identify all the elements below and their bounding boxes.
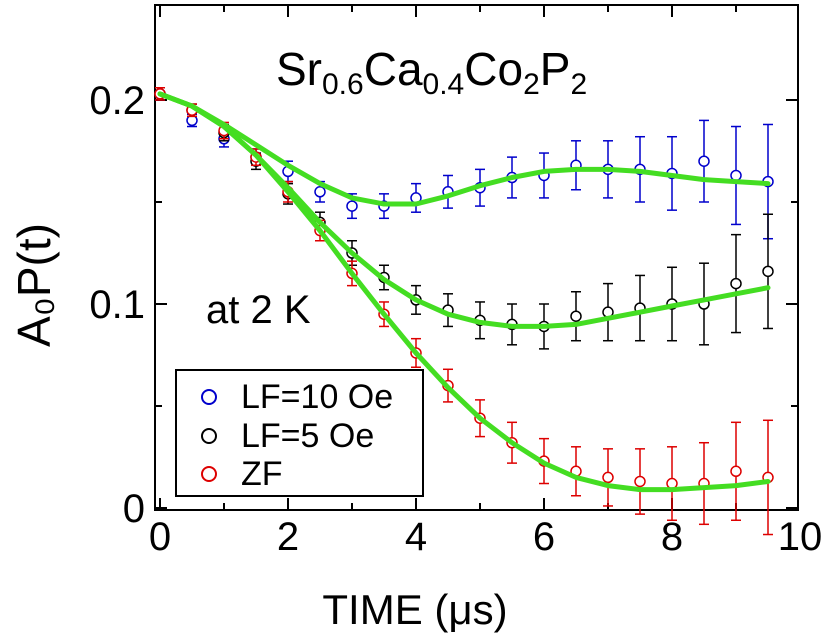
- chart-title: Sr0.6Ca0.4Co2P2: [276, 43, 588, 101]
- x-tick-label: 8: [661, 515, 683, 559]
- x-tick-label: 10: [778, 515, 823, 559]
- x-tick-label: 2: [277, 515, 299, 559]
- temperature-annotation: at 2 K: [206, 288, 311, 332]
- fit-curve-0: [157, 91, 771, 207]
- data-point: [634, 475, 646, 488]
- legend-label-lf10: LF=10 Oe: [241, 377, 394, 416]
- x-tick-label: 0: [149, 515, 171, 559]
- data-point: [314, 186, 326, 198]
- y-axis-label: A₀P(t): [8, 223, 60, 347]
- x-axis-label: TIME (μs): [322, 586, 508, 633]
- legend-marker-zf: [201, 466, 217, 482]
- plot-frame: [154, 4, 799, 511]
- legend-marker-lf5: [201, 428, 217, 444]
- legend-item-lf5: LF=5 Oe: [177, 416, 374, 456]
- data-point: [346, 200, 358, 212]
- data-point: [762, 265, 774, 278]
- fit-curve-2: [157, 91, 771, 493]
- legend-item-zf: ZF: [177, 454, 283, 494]
- y-axis-label-wrap: A₀P(t): [4, 210, 64, 360]
- y-tick-label: 0.2: [89, 79, 145, 123]
- legend-label-zf: ZF: [241, 454, 283, 493]
- data-point: [698, 155, 710, 167]
- legend-label-lf5: LF=5 Oe: [241, 416, 375, 455]
- series-0: [154, 87, 774, 240]
- data-point: [730, 277, 742, 290]
- legend-marker-lf10: [201, 389, 217, 405]
- legend: LF=10 Oe LF=5 Oe ZF: [175, 369, 424, 497]
- y-tick-label: 0.1: [89, 283, 145, 327]
- x-tick-label: 6: [533, 515, 555, 559]
- y-tick-label: 0: [123, 487, 145, 531]
- data-point: [570, 310, 582, 322]
- legend-item-lf10: LF=10 Oe: [177, 377, 393, 417]
- data-point: [730, 465, 742, 478]
- data-point: [602, 471, 614, 484]
- x-tick-label: 4: [405, 515, 427, 559]
